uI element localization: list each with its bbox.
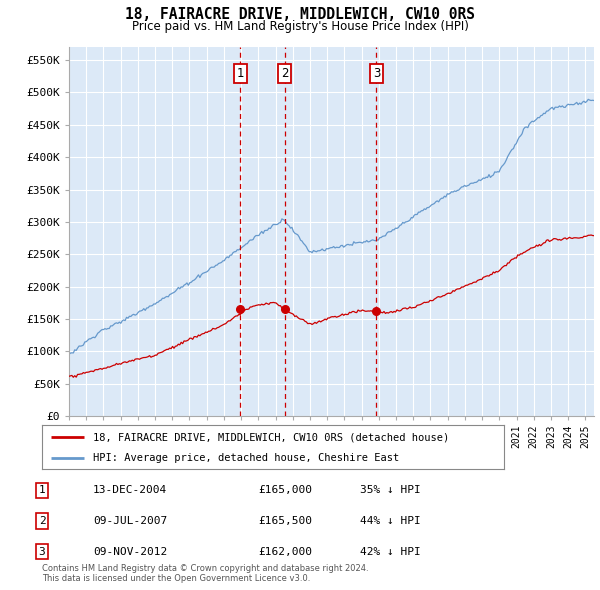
Text: 09-JUL-2007: 09-JUL-2007	[93, 516, 167, 526]
Text: 35% ↓ HPI: 35% ↓ HPI	[360, 486, 421, 495]
Text: 2: 2	[38, 516, 46, 526]
Text: HPI: Average price, detached house, Cheshire East: HPI: Average price, detached house, Ches…	[93, 453, 399, 463]
Text: £162,000: £162,000	[258, 547, 312, 556]
Text: 1: 1	[236, 67, 244, 80]
Text: 18, FAIRACRE DRIVE, MIDDLEWICH, CW10 0RS (detached house): 18, FAIRACRE DRIVE, MIDDLEWICH, CW10 0RS…	[93, 432, 449, 442]
Text: 18, FAIRACRE DRIVE, MIDDLEWICH, CW10 0RS: 18, FAIRACRE DRIVE, MIDDLEWICH, CW10 0RS	[125, 7, 475, 22]
Text: 2: 2	[281, 67, 288, 80]
Text: Price paid vs. HM Land Registry's House Price Index (HPI): Price paid vs. HM Land Registry's House …	[131, 20, 469, 33]
Text: £165,000: £165,000	[258, 486, 312, 495]
Text: 3: 3	[38, 547, 46, 556]
Text: £165,500: £165,500	[258, 516, 312, 526]
Text: 13-DEC-2004: 13-DEC-2004	[93, 486, 167, 495]
Text: 09-NOV-2012: 09-NOV-2012	[93, 547, 167, 556]
Text: 44% ↓ HPI: 44% ↓ HPI	[360, 516, 421, 526]
Text: Contains HM Land Registry data © Crown copyright and database right 2024.
This d: Contains HM Land Registry data © Crown c…	[42, 563, 368, 583]
Text: 3: 3	[373, 67, 380, 80]
Text: 42% ↓ HPI: 42% ↓ HPI	[360, 547, 421, 556]
Text: 1: 1	[38, 486, 46, 495]
